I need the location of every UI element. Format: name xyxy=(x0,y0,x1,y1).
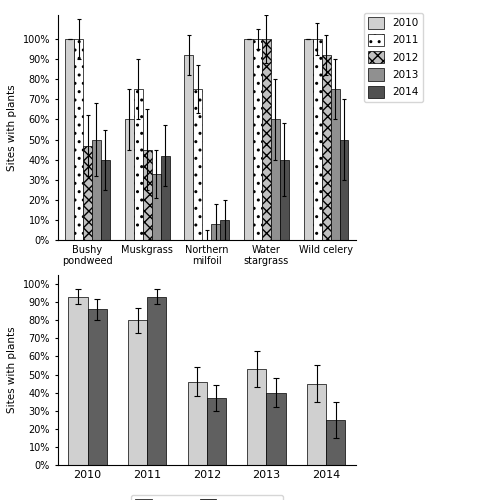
Bar xyxy=(143,150,151,240)
Bar xyxy=(101,160,109,240)
Bar xyxy=(312,39,321,240)
Bar xyxy=(220,220,228,240)
Bar xyxy=(147,296,166,465)
Bar xyxy=(262,39,270,240)
Bar xyxy=(243,39,252,240)
Bar xyxy=(252,39,262,240)
Bar xyxy=(74,39,83,240)
Bar xyxy=(92,140,101,240)
Bar xyxy=(68,296,87,465)
Bar xyxy=(83,146,92,240)
Bar xyxy=(279,160,288,240)
Legend: open, Protected: open, Protected xyxy=(131,494,282,500)
Bar xyxy=(151,174,160,240)
Bar xyxy=(193,90,202,240)
Bar xyxy=(87,310,107,465)
Bar xyxy=(306,384,325,465)
Bar xyxy=(187,382,206,465)
Bar xyxy=(247,369,266,465)
Bar xyxy=(206,398,226,465)
Bar xyxy=(160,156,169,240)
Bar xyxy=(184,55,193,240)
Bar xyxy=(133,90,143,240)
Bar xyxy=(270,120,279,240)
Bar xyxy=(124,120,133,240)
Bar xyxy=(325,420,345,465)
Bar xyxy=(128,320,147,465)
Bar xyxy=(211,224,220,240)
Legend: 2010, 2011, 2012, 2013, 2014: 2010, 2011, 2012, 2013, 2014 xyxy=(363,12,422,102)
Bar xyxy=(321,55,330,240)
Y-axis label: Sites with plants: Sites with plants xyxy=(7,326,17,414)
Bar xyxy=(339,140,348,240)
Bar xyxy=(266,392,285,465)
Bar xyxy=(330,90,339,240)
Y-axis label: Sites with plants: Sites with plants xyxy=(7,84,17,171)
Bar xyxy=(65,39,74,240)
Bar xyxy=(303,39,312,240)
